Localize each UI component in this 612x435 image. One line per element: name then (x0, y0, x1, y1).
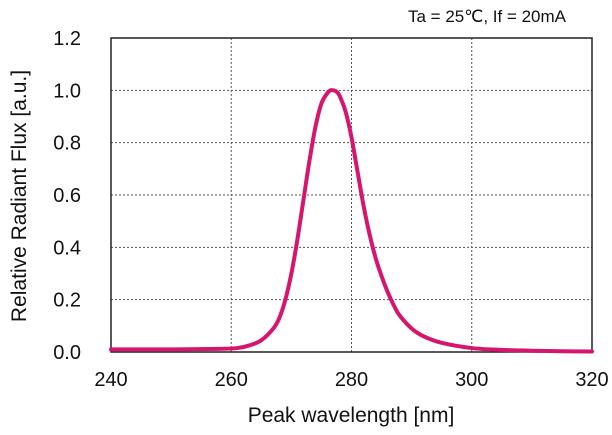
spectrum-line (109, 88, 594, 354)
x-tick-label: 240 (94, 369, 127, 391)
y-tick-label: 0.4 (53, 237, 81, 259)
chart-annotation: Ta = 25℃, If = 20mA (408, 7, 567, 26)
x-axis-title: Peak wavelength [nm] (248, 404, 455, 427)
y-tick-label: 0.6 (53, 185, 81, 207)
series-layer (109, 88, 594, 354)
y-axis-title: Relative Radiant Flux [a.u.] (8, 70, 31, 322)
y-tick-label: 1.0 (53, 80, 81, 102)
grid-lines (111, 38, 592, 352)
y-tick-label: 0.0 (53, 342, 81, 364)
x-tick-label: 260 (215, 369, 248, 391)
x-tick-label: 280 (335, 369, 368, 391)
x-tick-label: 300 (455, 369, 488, 391)
plot-frame (110, 37, 593, 353)
y-tick-labels: 0.0 0.2 0.4 0.6 0.8 1.0 1.2 (53, 28, 81, 364)
y-tick-label: 1.2 (53, 28, 81, 50)
x-tick-labels: 240 260 280 300 320 (94, 369, 608, 391)
y-tick-label: 0.8 (53, 133, 81, 155)
x-tick-label: 320 (575, 369, 608, 391)
y-tick-label: 0.2 (53, 290, 81, 312)
